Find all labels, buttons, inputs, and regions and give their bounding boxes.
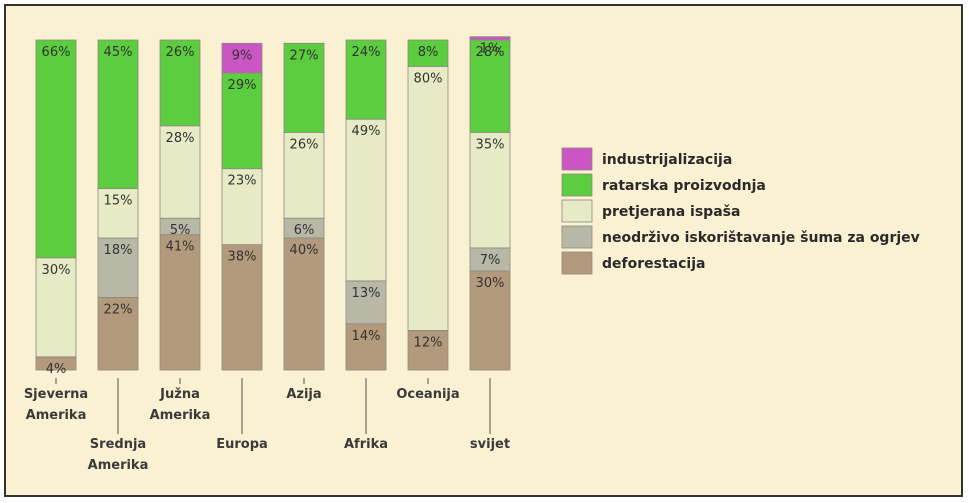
- stacked-bar-chart: 4% 30% 66% 22% 18% 15% 45% 41% 5% 28% 26% 38% 23% 29%…: [24, 36, 920, 473]
- legend-label-neodrzivo-iskoristavanje-suma-za-ogrjev: neodrživo iskorištavanje šuma za ogrjev: [602, 230, 920, 246]
- value-label: 9%: [232, 48, 253, 63]
- value-label: 12%: [414, 335, 443, 350]
- value-label: 14%: [352, 329, 381, 344]
- value-label: 1%: [480, 42, 501, 57]
- bar-segment-pretjerana-ispasa-oceanija: [407, 66, 449, 331]
- legend-label-ratarska-proizvodnja: ratarska proizvodnja: [602, 178, 766, 194]
- value-label: 18%: [104, 243, 133, 258]
- bar-segment-industrijalizacija-europa: [221, 42, 263, 74]
- bar-segment-deforestacija-oceanija: [407, 329, 449, 371]
- legend-label-pretjerana-ispasa: pretjerana ispaša: [602, 204, 740, 220]
- bar-segment-neodrzivo-iskoristavanje-suma-za-ogrjev-srednja-amerika: [97, 237, 139, 298]
- bar-segment-neodrzivo-iskoristavanje-suma-za-ogrjev-afrika: [345, 280, 387, 325]
- value-label: 66%: [42, 45, 71, 60]
- value-label: 40%: [290, 243, 319, 258]
- value-label: 13%: [352, 286, 381, 301]
- bar-segment-ratarska-proizvodnja-sjeverna-amerika: [35, 39, 77, 259]
- value-label: 38%: [228, 250, 257, 265]
- category-label-sjeverna-amerika: Sjeverna Amerika: [24, 387, 88, 423]
- value-label: 22%: [104, 302, 133, 317]
- legend-swatch-neodrzivo-iskoristavanje-suma-za-ogrjev: [561, 225, 593, 249]
- value-label: 24%: [352, 45, 381, 60]
- bar-segment-deforestacija-azija: [283, 237, 325, 371]
- value-label: 8%: [418, 45, 439, 60]
- bar-segment-pretjerana-ispasa-europa: [221, 168, 263, 245]
- value-label: 30%: [476, 276, 505, 291]
- bar-segment-deforestacija-afrika: [345, 323, 387, 371]
- value-label: 15%: [104, 194, 133, 209]
- bar-segment-deforestacija-srednja-amerika: [97, 296, 139, 371]
- value-label: 4%: [46, 362, 67, 377]
- bar-segment-deforestacija-juzna-amerika: [159, 234, 201, 371]
- bar-segment-pretjerana-ispasa-svijet: [469, 132, 511, 249]
- bar-segment-ratarska-proizvodnja-afrika: [345, 39, 387, 120]
- legend: industrijalizacija ratarska proizvodnja pr…: [561, 147, 920, 275]
- bar-segment-pretjerana-ispasa-azija: [283, 132, 325, 219]
- value-label: 7%: [480, 253, 501, 268]
- bar-segment-pretjerana-ispasa-juzna-amerika: [159, 125, 201, 219]
- category-label-juzna-amerika: Južna Amerika: [150, 387, 211, 423]
- legend-swatch-pretjerana-ispasa: [561, 199, 593, 223]
- value-label: 23%: [228, 174, 257, 189]
- value-label: 26%: [290, 137, 319, 152]
- category-label-srednja-amerika: Srednja Amerika: [88, 437, 149, 473]
- bar-segment-ratarska-proizvodnja-azija: [283, 42, 325, 133]
- legend-swatch-industrijalizacija: [561, 147, 593, 171]
- value-label: 27%: [290, 48, 319, 63]
- legend-swatch-ratarska-proizvodnja: [561, 173, 593, 197]
- value-label: 41%: [166, 240, 195, 255]
- value-label: 26%: [166, 45, 195, 60]
- value-label: 5%: [170, 223, 191, 238]
- bar-segment-pretjerana-ispasa-sjeverna-amerika: [35, 257, 77, 358]
- category-label-europa: Europa: [216, 437, 268, 452]
- bar-segment-pretjerana-ispasa-srednja-amerika: [97, 188, 139, 239]
- value-label: 49%: [352, 124, 381, 139]
- value-label: 45%: [104, 45, 133, 60]
- value-labels-layer: 4% 30% 66% 22% 18% 15% 45% 41% 5% 28% 26% 38% 23% 29%…: [42, 42, 505, 377]
- bar-segment-ratarska-proizvodnja-juzna-amerika: [159, 39, 201, 127]
- bar-segment-ratarska-proizvodnja-svijet: [469, 39, 511, 133]
- value-label: 6%: [294, 223, 315, 238]
- bar-segment-pretjerana-ispasa-afrika: [345, 118, 387, 282]
- category-label-azija: Azija: [286, 387, 321, 402]
- bar-segment-ratarska-proizvodnja-europa: [221, 72, 263, 170]
- legend-swatch-deforestacija: [561, 251, 593, 275]
- category-label-svijet: svijet: [470, 437, 510, 452]
- category-label-afrika: Afrika: [344, 437, 388, 452]
- value-label: 35%: [476, 137, 505, 152]
- bar-segment-industrijalizacija-svijet: [469, 36, 511, 41]
- category-label-oceanija: Oceanija: [396, 387, 459, 402]
- bar-segment-deforestacija-svijet: [469, 270, 511, 371]
- value-label: 30%: [42, 263, 71, 278]
- chart-frame: 4% 30% 66% 22% 18% 15% 45% 41% 5% 28% 26% 38% 23% 29%…: [4, 4, 963, 497]
- value-label: 80%: [414, 71, 443, 86]
- bar-segment-ratarska-proizvodnja-srednja-amerika: [97, 39, 139, 189]
- bar-segment-deforestacija-europa: [221, 244, 263, 371]
- bars-layer: [35, 36, 511, 371]
- legend-label-industrijalizacija: industrijalizacija: [602, 152, 732, 168]
- value-label: 28%: [166, 131, 195, 146]
- value-label: 29%: [228, 78, 257, 93]
- legend-label-deforestacija: deforestacija: [602, 256, 705, 272]
- bar-segment-ratarska-proizvodnja-oceanija: [407, 39, 449, 67]
- value-label: 28%: [476, 45, 505, 60]
